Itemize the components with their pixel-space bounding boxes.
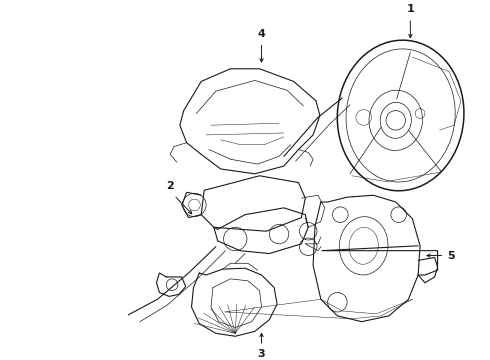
Text: 1: 1 xyxy=(407,4,414,14)
Text: 3: 3 xyxy=(258,349,266,359)
Text: 4: 4 xyxy=(258,29,266,39)
Text: 5: 5 xyxy=(447,251,455,261)
Text: 2: 2 xyxy=(166,181,174,191)
